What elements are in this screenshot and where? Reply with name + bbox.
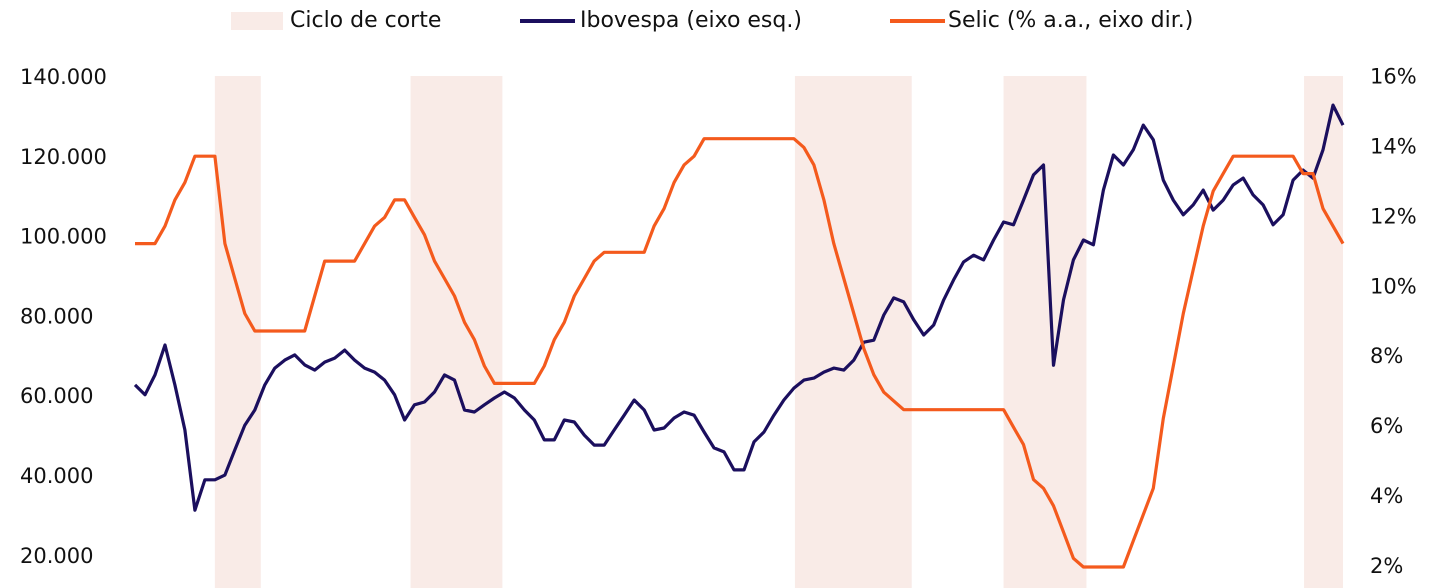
y2-tick-label: 10% (1370, 274, 1417, 298)
y-tick-label: 80.000 (20, 304, 93, 328)
cut-cycle-band (794, 76, 912, 588)
legend-label: Ciclo de corte (290, 8, 441, 33)
cut-cycle-band (214, 76, 261, 588)
y2-tick-label: 2% (1370, 554, 1403, 578)
cut-cycle-band (1304, 76, 1343, 588)
y2-tick-label: 8% (1370, 344, 1403, 368)
y-tick-label: 140.000 (20, 65, 107, 89)
cut-cycle-band (410, 76, 503, 588)
y2-tick-label: 12% (1370, 204, 1417, 228)
y-tick-label: 60.000 (20, 384, 93, 408)
y2-tick-label: 14% (1370, 134, 1417, 158)
legend-label: Selic (% a.a., eixo dir.) (948, 8, 1193, 33)
y-tick-label: 120.000 (20, 145, 107, 169)
cut-cycle-band (1003, 76, 1087, 588)
series-line (133, 103, 1345, 512)
y2-tick-label: 16% (1370, 64, 1417, 88)
y2-tick-label: 6% (1370, 414, 1403, 438)
y-tick-label: 100.000 (20, 225, 107, 249)
y-tick-label: 40.000 (20, 464, 93, 488)
legend-label: Ibovespa (eixo esq.) (580, 8, 802, 33)
legend-swatch (231, 12, 283, 30)
y2-tick-label: 4% (1370, 484, 1403, 508)
series-line (135, 137, 1345, 569)
y-tick-label: 20.000 (20, 544, 93, 568)
